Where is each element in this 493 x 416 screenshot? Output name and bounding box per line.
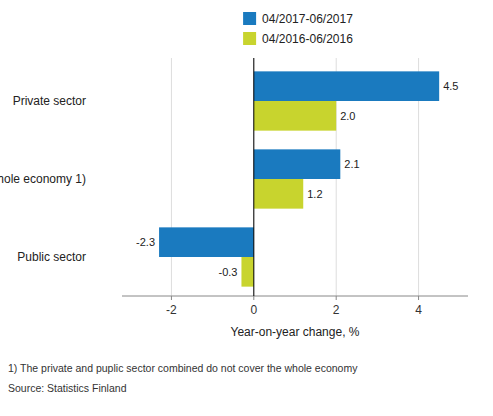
- tick-mark: [418, 296, 419, 300]
- x-axis-label: Year-on-year change, %: [231, 325, 360, 339]
- data-label: -2.3: [136, 236, 155, 248]
- tick-label: -2: [166, 303, 177, 317]
- tick-label: 4: [415, 303, 422, 317]
- tick-mark: [336, 296, 337, 300]
- footnote: 1) The private and puplic sector combine…: [8, 362, 358, 374]
- category-label: Public sector: [17, 250, 86, 264]
- legend-swatch: [243, 32, 256, 45]
- bar: [254, 149, 340, 179]
- x-axis-line: [122, 296, 468, 297]
- bars: [159, 71, 439, 286]
- tick-label: 2: [333, 303, 340, 317]
- bar: [241, 257, 253, 287]
- data-label: 2.1: [344, 158, 359, 170]
- bar: [254, 101, 336, 131]
- footnote: Source: Statistics Finland: [8, 382, 127, 394]
- zero-line: [253, 58, 254, 296]
- category-label: Whole economy 1): [0, 172, 86, 186]
- tick-label: 0: [250, 303, 257, 317]
- chart: -2 0 2 4 4.5 2.1 -2.3 2.0 1.2 -0.3 Private sector W…: [0, 0, 493, 416]
- data-label: 4.5: [443, 80, 458, 92]
- data-label: 2.0: [340, 110, 355, 122]
- tick-mark: [253, 296, 254, 300]
- tick-mark: [171, 296, 172, 300]
- bar: [254, 71, 439, 101]
- data-label: 1.2: [307, 188, 322, 200]
- legend: 04/2017-06/2017 04/2016-06/2016: [243, 12, 353, 46]
- legend-label: 04/2016-06/2016: [262, 32, 353, 46]
- bar: [254, 179, 303, 209]
- bar: [159, 227, 254, 257]
- legend-label: 04/2017-06/2017: [262, 12, 353, 26]
- data-label: -0.3: [218, 266, 237, 278]
- grid-line: [171, 58, 172, 296]
- grid-line: [253, 58, 254, 296]
- category-label: Private sector: [13, 94, 86, 108]
- legend-swatch: [243, 12, 256, 25]
